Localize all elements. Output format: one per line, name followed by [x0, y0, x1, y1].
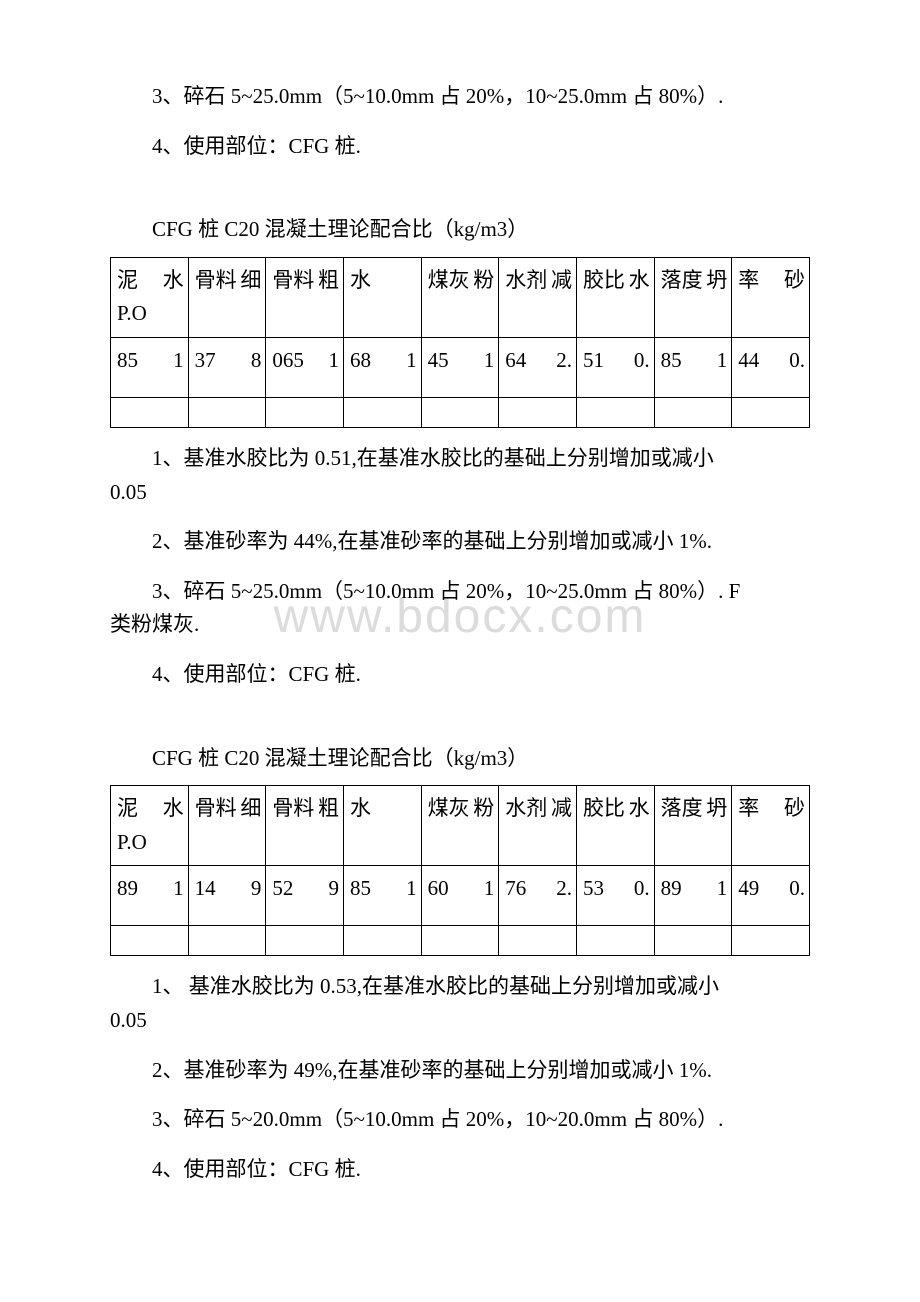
table-header-cell: 细骨料 [188, 786, 266, 866]
table-header-cell: 砂率 [732, 257, 810, 337]
table-data-cell: 189 [111, 866, 189, 926]
section1-note-3: 3、碎石 5~25.0mm（5~10.0mm 占 20%，10~25.0mm 占… [110, 575, 810, 609]
table-header-cell: 细骨料 [188, 257, 266, 337]
top-note-3: 3、碎石 5~25.0mm（5~10.0mm 占 20%，10~25.0mm 占… [110, 80, 810, 114]
table-data-cell: 185 [111, 337, 189, 397]
section2-note-1: 1、 基准水胶比为 0.53,在基准水胶比的基础上分别增加或减小 [110, 970, 810, 1004]
table-data-cell: 2.64 [499, 337, 577, 397]
table-header-cell: 坍落度 [654, 257, 732, 337]
section2-note-1b: 0.05 [110, 1004, 810, 1038]
table-data-cell: 168 [343, 337, 421, 397]
table-header-cell: 粉煤灰 [421, 786, 499, 866]
section2-note-4: 4、使用部位：CFG 桩. [110, 1153, 810, 1187]
table-data-cell: 837 [188, 337, 266, 397]
top-note-4: 4、使用部位：CFG 桩. [110, 130, 810, 164]
table-data-cell: 952 [266, 866, 344, 926]
section2-note-3: 3、碎石 5~20.0mm（5~10.0mm 占 20%，10~20.0mm 占… [110, 1103, 810, 1137]
table-header-cell: 减水剂 [499, 257, 577, 337]
table-data-cell: 0.49 [732, 866, 810, 926]
table-header-cell: 水胶比 [576, 257, 654, 337]
table-header-row: 水泥P.O 细骨料 粗骨料 水 粉煤灰 减水剂 水胶比 坍落度 砂率 [111, 786, 810, 866]
table-header-cell: 减水剂 [499, 786, 577, 866]
section1-title: CFG 桩 C20 混凝土理论配合比（kg/m3） [110, 213, 810, 247]
table-empty-row [111, 397, 810, 427]
table-header-cell: 水胶比 [576, 786, 654, 866]
table-header-cell: 水 [343, 786, 421, 866]
table-header-cell: 坍落度 [654, 786, 732, 866]
table-data-cell: 1065 [266, 337, 344, 397]
section1-note-3b: 类粉煤灰. [110, 608, 810, 642]
table-header-cell: 砂率 [732, 786, 810, 866]
table-data-cell: 185 [654, 337, 732, 397]
table-data-cell: 189 [654, 866, 732, 926]
table-data-row: 185 837 1065 168 145 2.64 0.51 185 0.44 [111, 337, 810, 397]
table-data-cell: 0.44 [732, 337, 810, 397]
table-data-row: 189 914 952 185 160 2.76 0.53 189 0.49 [111, 866, 810, 926]
table-data-cell: 145 [421, 337, 499, 397]
section1-table: 水泥P.O 细骨料 粗骨料 水 粉煤灰 减水剂 水胶比 坍落度 砂率 185 8… [110, 257, 810, 428]
section2-table: 水泥P.O 细骨料 粗骨料 水 粉煤灰 减水剂 水胶比 坍落度 砂率 189 9… [110, 785, 810, 956]
section1-note-1: 1、基准水胶比为 0.51,在基准水胶比的基础上分别增加或减小 [110, 442, 810, 476]
section1-note-2: 2、基准砂率为 44%,在基准砂率的基础上分别增加或减小 1%. [110, 525, 810, 559]
table-data-cell: 914 [188, 866, 266, 926]
table-header-cell: 水 [343, 257, 421, 337]
table-header-cell: 粗骨料 [266, 257, 344, 337]
section1-note-4: 4、使用部位：CFG 桩. [110, 658, 810, 692]
table-data-cell: 0.53 [576, 866, 654, 926]
section2-note-2: 2、基准砂率为 49%,在基准砂率的基础上分别增加或减小 1%. [110, 1054, 810, 1088]
table-data-cell: 2.76 [499, 866, 577, 926]
table-data-cell: 160 [421, 866, 499, 926]
section1-note-1b: 0.05 [110, 476, 810, 510]
table-data-cell: 185 [343, 866, 421, 926]
table-empty-row [111, 926, 810, 956]
table-header-cell: 粉煤灰 [421, 257, 499, 337]
section2-title: CFG 桩 C20 混凝土理论配合比（kg/m3） [110, 742, 810, 776]
table-data-cell: 0.51 [576, 337, 654, 397]
table-header-cell: 水泥P.O [111, 257, 189, 337]
table-header-row: 水泥P.O 细骨料 粗骨料 水 粉煤灰 减水剂 水胶比 坍落度 砂率 [111, 257, 810, 337]
table-header-cell: 水泥P.O [111, 786, 189, 866]
table-header-cell: 粗骨料 [266, 786, 344, 866]
